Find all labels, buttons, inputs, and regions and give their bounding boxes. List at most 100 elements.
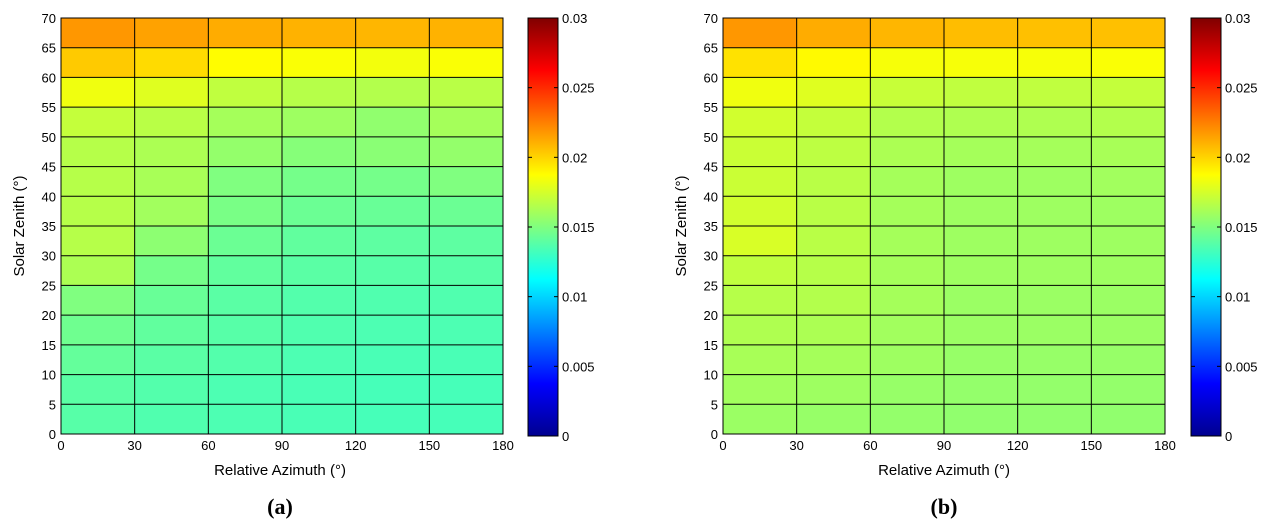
heatmap-cell: [1017, 226, 1092, 256]
heatmap-cell: [1091, 77, 1165, 108]
y-tick-label: 5: [711, 397, 718, 412]
heatmap-cell: [723, 18, 797, 48]
y-tick-label: 65: [704, 41, 718, 56]
heatmap-cell: [355, 315, 430, 345]
heatmap-cell: [796, 18, 871, 48]
x-tick-label: 0: [57, 438, 64, 453]
heatmap-cell: [282, 374, 356, 405]
heatmap-cell: [429, 226, 503, 256]
heatmap-cell: [723, 315, 797, 345]
heatmap-cell: [944, 226, 1018, 256]
y-ticks: 0 5 10 15 20 25 30 35 40 45 50 55 60 65 70: [704, 11, 718, 442]
heatmap-cell: [208, 344, 282, 375]
y-tick-label: 65: [42, 41, 56, 56]
y-tick-label: 15: [42, 338, 56, 353]
heatmap-cell: [944, 374, 1018, 405]
x-tick-label: 180: [492, 438, 514, 453]
y-tick-label: 20: [42, 308, 56, 323]
x-axis-label: Relative Azimuth (°): [878, 462, 1010, 479]
y-tick-label: 45: [42, 160, 56, 175]
heatmap-cell: [282, 166, 356, 197]
heatmap-cell: [282, 315, 356, 345]
colorbar-ticks: 0 0.005 0.01 0.015 0.02 0.025 0.03: [528, 11, 595, 444]
heatmap-cell: [944, 285, 1018, 316]
heatmap-cell: [870, 374, 944, 405]
heatmap-cell: [134, 136, 209, 167]
heatmap-cell: [134, 226, 209, 256]
heatmap-cell: [429, 315, 503, 345]
heatmap-cell: [355, 404, 430, 434]
heatmap-cell: [796, 107, 871, 137]
heatmap-cell: [944, 47, 1018, 78]
heatmap-cell: [208, 136, 282, 167]
heatmap-cell: [723, 344, 797, 375]
heatmap-cell: [944, 166, 1018, 197]
heatmap-cell: [723, 226, 797, 256]
x-tick-label: 180: [1154, 438, 1176, 453]
heatmap-cell: [870, 77, 944, 108]
heatmap-cell: [723, 47, 797, 78]
y-tick-label: 70: [704, 11, 718, 26]
heatmap-cell: [61, 77, 135, 108]
heatmap-cell: [282, 226, 356, 256]
heatmap-cell: [1091, 47, 1165, 78]
heatmap-cell: [870, 285, 944, 316]
heatmap-cell: [944, 255, 1018, 286]
heatmap-cell: [796, 285, 871, 316]
heatmap-cell: [796, 47, 871, 78]
y-axis-label: Solar Zenith (°): [11, 175, 28, 276]
colorbar-tick-label: 0: [1225, 429, 1232, 444]
heatmap-cell: [1017, 255, 1092, 286]
heatmap-cell: [355, 196, 430, 226]
heatmap-cell: [796, 344, 871, 375]
heatmap-cell: [355, 285, 430, 316]
heatmap-cell: [1017, 196, 1092, 226]
heatmap-cell: [208, 315, 282, 345]
heatmap-cell: [796, 374, 871, 405]
heatmap-cell: [134, 344, 209, 375]
colorbar-ticks: 0 0.005 0.01 0.015 0.02 0.025 0.03: [1191, 11, 1258, 444]
heatmap-cell: [61, 47, 135, 78]
heatmap-cell: [61, 107, 135, 137]
panel-label-a: (a): [267, 494, 293, 519]
heatmap-cell: [61, 344, 135, 375]
heatmap-cell: [208, 255, 282, 286]
x-tick-label: 150: [418, 438, 440, 453]
heatmap-cell: [723, 374, 797, 405]
x-tick-label: 90: [937, 438, 951, 453]
x-tick-label: 90: [275, 438, 289, 453]
heatmap-cell: [134, 18, 209, 48]
heatmap-cell: [870, 136, 944, 167]
heatmap-cells: [61, 18, 503, 434]
heatmap-cell: [870, 196, 944, 226]
y-tick-label: 60: [42, 70, 56, 85]
plot-frame: [722, 17, 1166, 435]
y-tick-label: 55: [42, 100, 56, 115]
y-tick-label: 30: [42, 249, 56, 264]
heatmap-cell: [61, 255, 135, 286]
heatmap-cell: [1091, 315, 1165, 345]
x-tick-label: 30: [789, 438, 803, 453]
colorbar-tick-label: 0.005: [1225, 359, 1258, 374]
y-tick-label: 10: [42, 368, 56, 383]
x-tick-label: 120: [345, 438, 367, 453]
heatmap-cell: [429, 166, 503, 197]
heatmap-cell: [796, 77, 871, 108]
heatmap-cell: [1091, 107, 1165, 137]
colorbar-tick-label: 0.01: [1225, 290, 1250, 305]
colorbar-tick-label: 0.02: [1225, 150, 1250, 165]
heatmap-cells: [723, 18, 1165, 434]
y-tick-label: 5: [49, 397, 56, 412]
heatmap-cell: [134, 47, 209, 78]
heatmap-cell: [61, 196, 135, 226]
heatmap-cell: [282, 285, 356, 316]
y-tick-label: 20: [704, 308, 718, 323]
x-tick-label: 150: [1080, 438, 1102, 453]
heatmap-cell: [208, 404, 282, 434]
heatmap-cell: [134, 374, 209, 405]
heatmap-cell: [1091, 404, 1165, 434]
colorbar: [1190, 17, 1222, 437]
heatmap-cell: [282, 18, 356, 48]
x-tick-label: 60: [201, 438, 215, 453]
